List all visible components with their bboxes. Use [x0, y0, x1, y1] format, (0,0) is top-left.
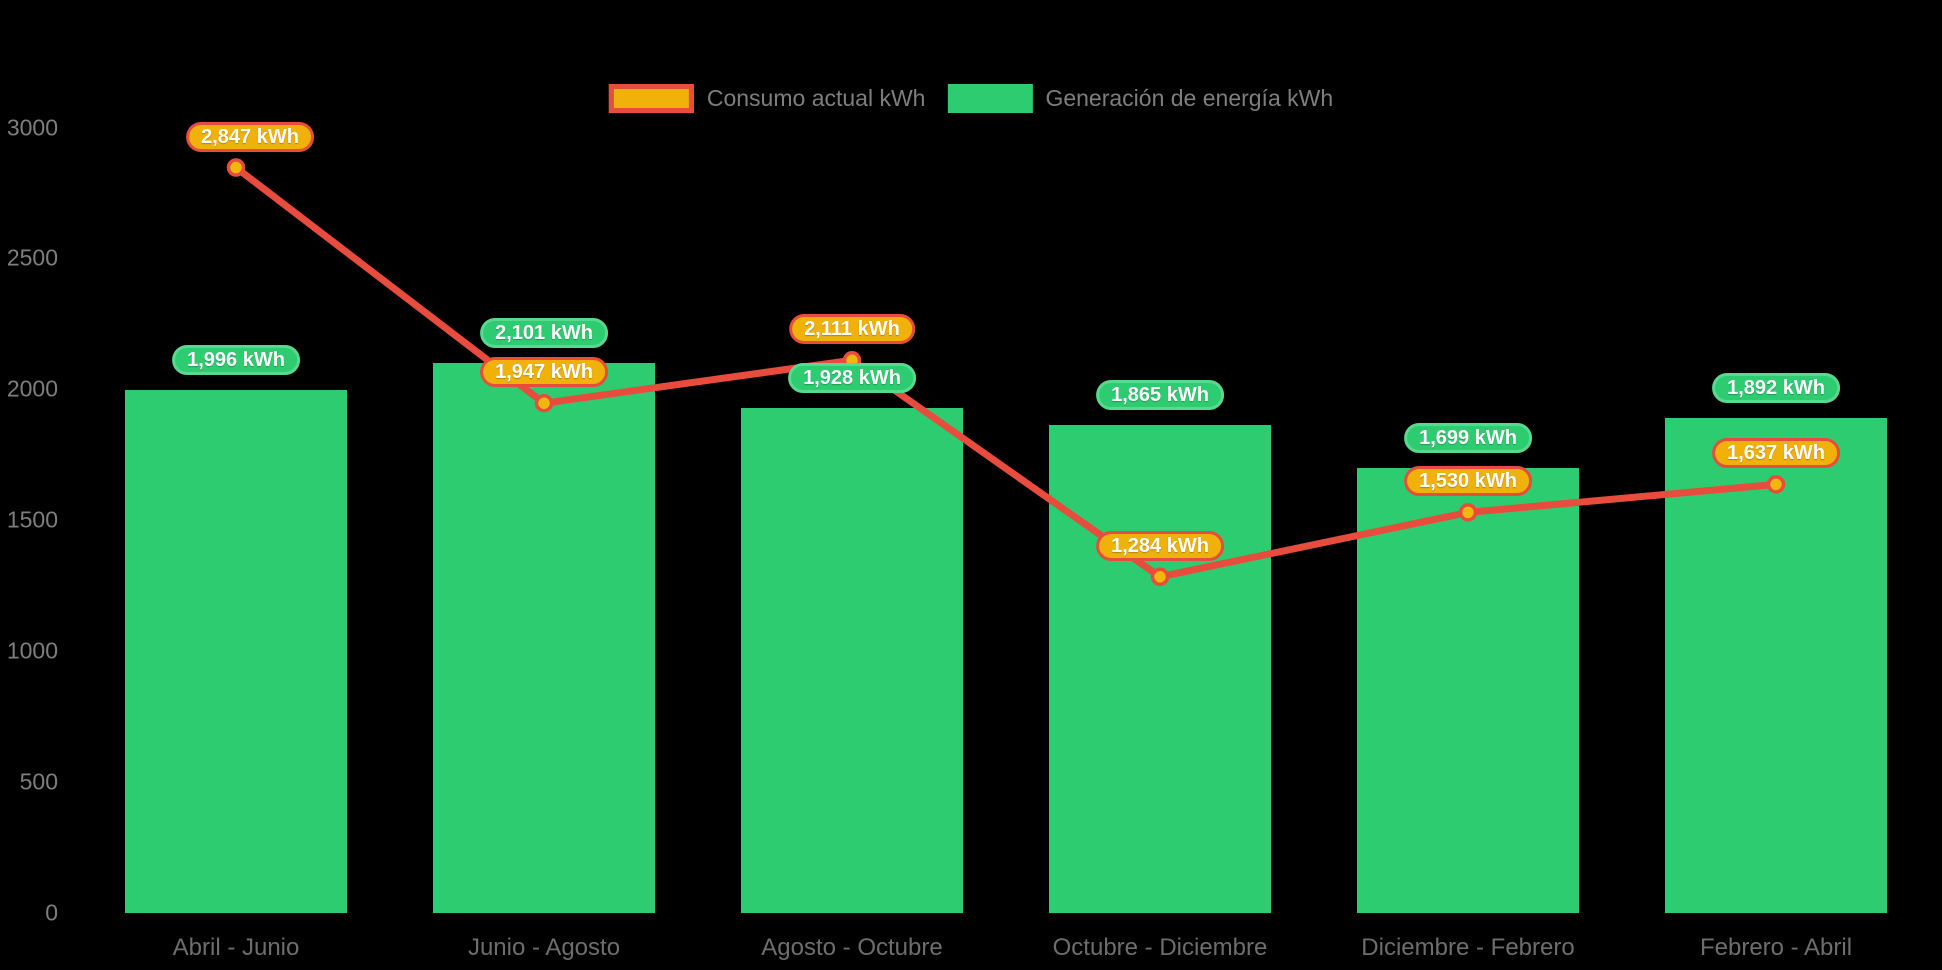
consumption-swatch-icon: [608, 84, 694, 113]
x-category-label: Diciembre - Febrero: [1361, 934, 1575, 961]
consumption-point-marker[interactable]: [1150, 567, 1170, 587]
generation-bar[interactable]: [125, 390, 347, 913]
x-category-label: Octubre - Diciembre: [1052, 934, 1268, 961]
consumption-value-badge[interactable]: 1,947 kWh: [480, 357, 608, 388]
consumption-value-badge[interactable]: 2,847 kWh: [186, 121, 314, 152]
y-tick-label: 2000: [6, 375, 58, 402]
consumption-point-marker[interactable]: [534, 393, 554, 413]
generation-value-badge[interactable]: 1,865 kWh: [1096, 379, 1224, 410]
consumption-value-badge[interactable]: 2,111 kWh: [789, 314, 915, 345]
consumption-point-marker[interactable]: [1766, 475, 1786, 494]
consumption-value-badge[interactable]: 1,637 kWh: [1712, 438, 1840, 469]
consumption-point-marker[interactable]: [1458, 503, 1478, 522]
legend-item-generation[interactable]: Generación de energía kWh: [947, 84, 1333, 113]
x-category-label: Febrero - Abril: [1699, 934, 1853, 961]
legend-label-consumption: Consumo actual kWh: [706, 85, 926, 111]
chart-legend: Consumo actual kWh Generación de energía…: [608, 84, 1333, 113]
generation-value-badge[interactable]: 1,699 kWh: [1404, 423, 1532, 454]
y-tick-label: 0: [45, 899, 58, 926]
consumption-value-badge[interactable]: 1,284 kWh: [1096, 530, 1224, 561]
consumption-point-marker[interactable]: [226, 158, 246, 177]
y-tick-label: 500: [19, 768, 58, 795]
generation-bar[interactable]: [433, 362, 655, 913]
y-tick-label: 2500: [6, 244, 58, 271]
generation-value-badge[interactable]: 1,996 kWh: [172, 345, 300, 376]
generation-value-badge[interactable]: 2,101 kWh: [480, 317, 608, 348]
y-tick-label: 1500: [6, 506, 58, 533]
consumption-value-badge[interactable]: 1,530 kWh: [1404, 466, 1532, 497]
generation-value-badge[interactable]: 1,892 kWh: [1712, 372, 1840, 403]
generation-bar[interactable]: [741, 408, 963, 913]
y-tick-label: 1000: [6, 637, 58, 664]
x-category-label: Junio - Agosto: [467, 934, 621, 961]
y-tick-label: 3000: [6, 114, 58, 140]
generation-bar[interactable]: [1357, 468, 1579, 913]
x-category-label: Abril - Junio: [172, 934, 300, 961]
generation-value-badge[interactable]: 1,928 kWh: [788, 363, 916, 394]
x-category-label: Agosto - Octubre: [761, 934, 943, 961]
legend-item-consumption[interactable]: Consumo actual kWh: [608, 84, 926, 113]
generation-swatch-icon: [947, 84, 1033, 113]
legend-label-generation: Generación de energía kWh: [1045, 85, 1334, 111]
generation-bar[interactable]: [1049, 424, 1271, 913]
